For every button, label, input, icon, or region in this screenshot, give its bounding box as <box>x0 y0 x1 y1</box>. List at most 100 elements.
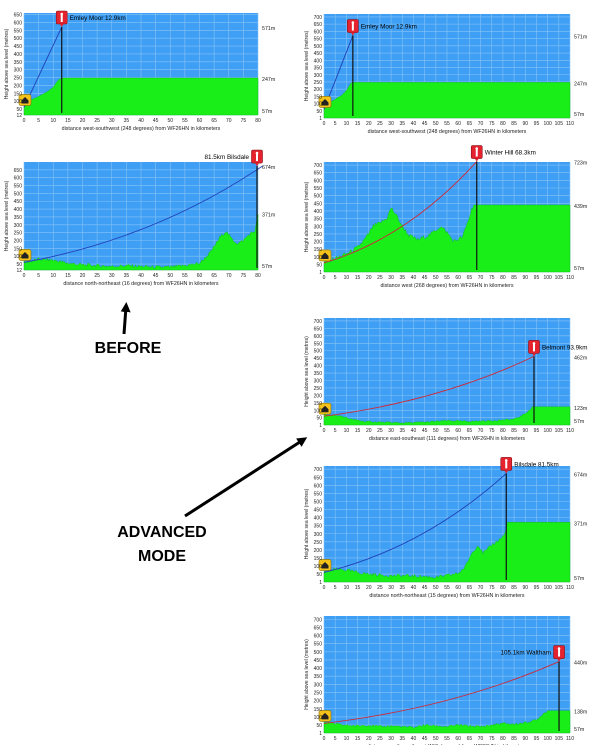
x-tick-label: 100 <box>543 121 552 127</box>
x-tick-label: 90 <box>522 428 528 434</box>
transmitter-pin-tip <box>474 158 479 162</box>
y-tick-label: 100 <box>314 255 323 261</box>
y-tick-label: 350 <box>314 66 323 72</box>
y-tick-label: 500 <box>14 36 23 42</box>
x-tick-label: 15 <box>355 428 361 434</box>
transmitter-pin-glyph <box>60 15 63 23</box>
x-tick-label: 90 <box>522 585 528 591</box>
home-pin-house <box>321 561 329 569</box>
y-tick-label: 400 <box>314 364 323 370</box>
y-tick-label: 150 <box>14 91 23 97</box>
y-tick-label: 500 <box>314 650 323 656</box>
x-tick-label: 55 <box>444 585 450 591</box>
y-tick-label: 1 <box>319 116 322 122</box>
transmitter-label: Emley Moor 12.9km <box>70 15 126 22</box>
y-tick-label: 200 <box>314 240 323 246</box>
y-tick-label: 350 <box>314 524 323 530</box>
x-tick-label: 20 <box>366 428 372 434</box>
y-tick-label: 450 <box>314 658 323 664</box>
y-tick-label: 200 <box>314 699 323 705</box>
x-tick-label: 10 <box>344 585 350 591</box>
x-axis-label: distance north-northeast (16 degrees) fr… <box>63 281 218 287</box>
x-tick-label: 5 <box>37 118 40 124</box>
chart-svg: Emley Moor 12.9km12501001502002503003504… <box>4 10 276 132</box>
y-tick-label: 600 <box>314 29 323 35</box>
x-axis-label: distance west-southwest (248 degrees) fr… <box>62 126 221 132</box>
y-tick-label: 350 <box>14 60 23 66</box>
y-tick-label: 400 <box>14 52 23 58</box>
home-pin-icon <box>318 559 332 571</box>
y-tick-label: 350 <box>14 215 23 221</box>
x-tick-label: 70 <box>478 585 484 591</box>
x-tick-label: 75 <box>489 275 495 281</box>
y-tick-label: 500 <box>314 349 323 355</box>
x-tick-label: 25 <box>377 121 383 127</box>
right-height-label: 57m <box>262 264 273 270</box>
y-tick-label: 400 <box>314 516 323 522</box>
y-tick-label: 50 <box>316 572 322 578</box>
x-tick-label: 80 <box>255 118 261 124</box>
y-tick-label: 450 <box>314 51 323 57</box>
x-tick-label: 50 <box>433 585 439 591</box>
x-tick-label: 45 <box>422 121 428 127</box>
transmitter-pin-dot <box>504 459 508 462</box>
x-tick-label: 55 <box>444 428 450 434</box>
y-tick-label: 50 <box>316 416 322 422</box>
y-axis-label: Height above sea level (metres) <box>4 28 10 99</box>
x-tick-label: 40 <box>411 736 417 742</box>
y-tick-label: 700 <box>314 467 323 473</box>
x-tick-label: 50 <box>433 428 439 434</box>
transmitter-label: Emley Moor 12.9km <box>361 24 417 31</box>
y-axis-label: Height above sea level (metres) <box>304 30 310 101</box>
transmitter-pin-dot <box>532 342 536 345</box>
right-height-label: 57m <box>262 109 273 115</box>
home-pin-house <box>321 712 329 720</box>
transmitter-pin-icon <box>528 340 540 357</box>
y-tick-label: 450 <box>314 356 323 362</box>
y-tick-label: 600 <box>314 334 323 340</box>
x-tick-label: 35 <box>124 118 130 124</box>
y-tick-label: 550 <box>314 642 323 648</box>
x-tick-label: 35 <box>399 121 405 127</box>
y-tick-label: 250 <box>314 540 323 546</box>
x-tick-label: 15 <box>355 736 361 742</box>
y-tick-label: 600 <box>314 634 323 640</box>
transmitter-label: 81.5km Bilsdale <box>205 154 250 161</box>
y-axis-label: Height above sea level (metres) <box>304 639 310 710</box>
home-pin-icon <box>318 402 332 415</box>
home-pin-icon <box>318 710 332 722</box>
x-tick-label: 65 <box>467 428 473 434</box>
y-tick-label: 400 <box>314 666 323 672</box>
x-tick-label: 55 <box>444 121 450 127</box>
y-tick-label: 400 <box>314 58 323 64</box>
x-tick-label: 85 <box>511 275 517 281</box>
transmitter-pin-tip <box>59 24 64 28</box>
transmitter-pin-icon <box>553 645 565 662</box>
x-tick-label: 110 <box>566 428 574 434</box>
x-tick-label: 105 <box>555 585 564 591</box>
y-tick-label: 100 <box>14 99 23 105</box>
x-tick-label: 25 <box>377 275 383 281</box>
x-tick-label: 105 <box>555 275 564 281</box>
y-tick-label: 350 <box>314 217 323 223</box>
x-tick-label: 45 <box>422 585 428 591</box>
chart-advanced-emley: Emley Moor 12.9km 1 50 100 150 200 250 300 350 40… <box>300 8 600 148</box>
x-tick-label: 70 <box>226 273 232 279</box>
x-axis-label: distance west-southwest (248 degrees) fr… <box>368 129 527 135</box>
y-tick-label: 250 <box>314 690 323 696</box>
y-tick-label: 400 <box>14 207 23 213</box>
x-tick-label: 0 <box>323 275 326 281</box>
right-height-label: 371m <box>574 521 588 527</box>
sightline <box>323 473 507 573</box>
y-tick-label: 450 <box>314 508 323 514</box>
x-tick-label: 20 <box>366 275 372 281</box>
y-tick-label: 700 <box>314 617 323 623</box>
y-tick-label: 200 <box>14 83 23 89</box>
y-axis-label: Height above sea level (metres) <box>304 181 310 252</box>
x-tick-label: 30 <box>109 273 115 279</box>
x-tick-label: 65 <box>211 273 217 279</box>
terrain-area <box>323 406 571 426</box>
x-tick-label: 5 <box>334 275 337 281</box>
y-tick-label: 200 <box>314 393 323 399</box>
transmitter-pin-dot <box>255 151 259 155</box>
